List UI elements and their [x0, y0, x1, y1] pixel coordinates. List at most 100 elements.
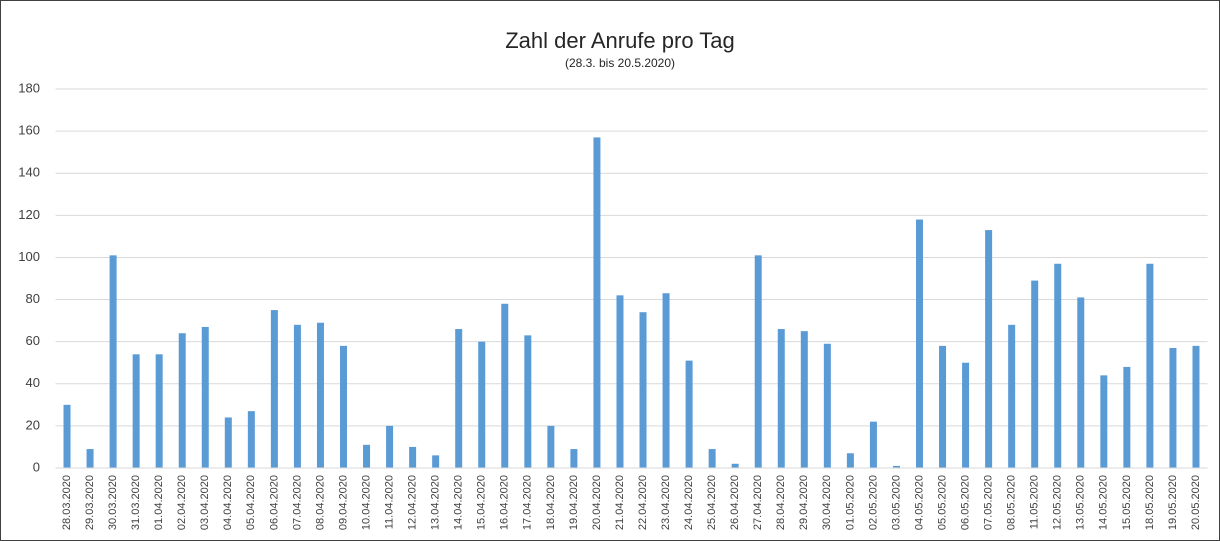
x-tick-label: 04.04.2020	[222, 475, 234, 530]
bar	[501, 303, 509, 468]
bar	[1123, 366, 1131, 468]
x-tick-label: 20.05.2020	[1190, 475, 1202, 530]
x-tick-label: 13.05.2020	[1075, 475, 1087, 530]
x-tick-label: 29.03.2020	[84, 475, 96, 530]
y-tick-label: 140	[18, 165, 40, 180]
x-tick-label: 16.04.2020	[499, 475, 511, 530]
bar	[363, 444, 371, 468]
bar	[386, 425, 394, 468]
bar	[432, 455, 440, 468]
bar	[593, 137, 601, 468]
x-tick-label: 27.04.2020	[752, 475, 764, 530]
bar	[869, 421, 877, 468]
bar	[662, 293, 670, 468]
bar	[178, 333, 186, 468]
x-tick-label: 01.04.2020	[153, 475, 165, 530]
y-tick-label: 40	[26, 375, 40, 390]
bar	[455, 329, 463, 468]
bar	[224, 417, 232, 468]
bar	[731, 463, 739, 468]
bar	[316, 322, 324, 468]
bar	[939, 345, 947, 468]
chart-subtitle: (28.3. bis 20.5.2020)	[565, 56, 675, 70]
x-tick-label: 06.05.2020	[959, 475, 971, 530]
x-tick-label: 03.04.2020	[199, 475, 211, 530]
y-tick-label: 180	[18, 80, 40, 95]
x-tick-label: 18.04.2020	[545, 475, 557, 530]
x-tick-label: 15.05.2020	[1121, 475, 1133, 530]
x-tick-label: 01.05.2020	[844, 475, 856, 530]
bar	[962, 362, 970, 468]
bar	[754, 255, 762, 468]
y-tick-label: 0	[33, 459, 40, 474]
bar	[1100, 375, 1108, 468]
bar	[247, 411, 255, 468]
bar	[985, 230, 993, 468]
bar	[1146, 263, 1154, 468]
bar	[1031, 280, 1039, 468]
x-tick-label: 30.04.2020	[821, 475, 833, 530]
x-tick-label: 25.04.2020	[706, 475, 718, 530]
bar	[639, 312, 647, 468]
y-tick-label: 80	[26, 291, 40, 306]
y-tick-label: 100	[18, 249, 40, 264]
y-tick-label: 120	[18, 207, 40, 222]
bar	[86, 449, 94, 468]
bar	[616, 295, 624, 468]
bar	[800, 331, 808, 468]
x-tick-label: 20.04.2020	[591, 475, 603, 530]
bar	[777, 329, 785, 468]
x-tick-label: 19.04.2020	[568, 475, 580, 530]
bar	[916, 219, 923, 468]
bar	[708, 449, 716, 468]
x-tick-label: 31.03.2020	[130, 475, 142, 530]
x-tick-label: 04.05.2020	[913, 475, 925, 530]
y-tick-label: 160	[18, 123, 40, 138]
x-tick-label: 05.04.2020	[245, 475, 257, 530]
bar	[340, 345, 347, 468]
x-tick-label: 07.05.2020	[983, 475, 995, 530]
bar	[409, 446, 417, 468]
bar	[1077, 297, 1085, 468]
bar	[524, 335, 532, 468]
x-tick-label: 23.04.2020	[660, 475, 672, 530]
x-tick-label: 28.04.2020	[775, 475, 787, 530]
x-tick-label: 22.04.2020	[637, 475, 649, 530]
bar	[478, 341, 486, 468]
x-tick-label: 26.04.2020	[729, 475, 741, 530]
x-tick-label: 10.04.2020	[360, 475, 372, 530]
x-tick-label: 21.04.2020	[614, 475, 626, 530]
y-tick-label: 20	[26, 417, 40, 432]
x-tick-label: 08.04.2020	[314, 475, 326, 530]
bar	[547, 425, 555, 468]
bar	[155, 354, 163, 468]
bar	[1192, 345, 1200, 468]
x-tick-label: 17.04.2020	[522, 475, 534, 530]
bar	[201, 326, 209, 468]
x-tick-label: 30.03.2020	[107, 475, 119, 530]
bar	[1008, 324, 1016, 468]
x-tick-label: 24.04.2020	[683, 475, 695, 530]
bar	[270, 310, 278, 468]
x-tick-label: 14.05.2020	[1098, 475, 1110, 530]
x-tick-label: 13.04.2020	[430, 475, 442, 530]
x-tick-label: 03.05.2020	[890, 475, 902, 530]
chart-title: Zahl der Anrufe pro Tag	[505, 28, 735, 53]
bar	[1169, 347, 1177, 468]
x-tick-label: 18.05.2020	[1144, 475, 1156, 530]
bar	[293, 324, 301, 468]
x-tick-label: 02.04.2020	[176, 475, 188, 530]
x-tick-label: 09.04.2020	[337, 475, 349, 530]
bar	[846, 453, 854, 468]
x-tick-label: 02.05.2020	[867, 475, 879, 530]
x-tick-label: 07.04.2020	[291, 475, 303, 530]
x-tick-label: 05.05.2020	[936, 475, 948, 530]
x-tick-label: 08.05.2020	[1006, 475, 1018, 530]
x-tick-label: 06.04.2020	[268, 475, 280, 530]
x-tick-label: 15.04.2020	[476, 475, 488, 530]
x-tick-label: 14.04.2020	[453, 475, 465, 530]
x-tick-label: 28.03.2020	[61, 475, 73, 530]
x-tick-label: 19.05.2020	[1167, 475, 1179, 530]
x-tick-label: 11.05.2020	[1029, 475, 1041, 529]
